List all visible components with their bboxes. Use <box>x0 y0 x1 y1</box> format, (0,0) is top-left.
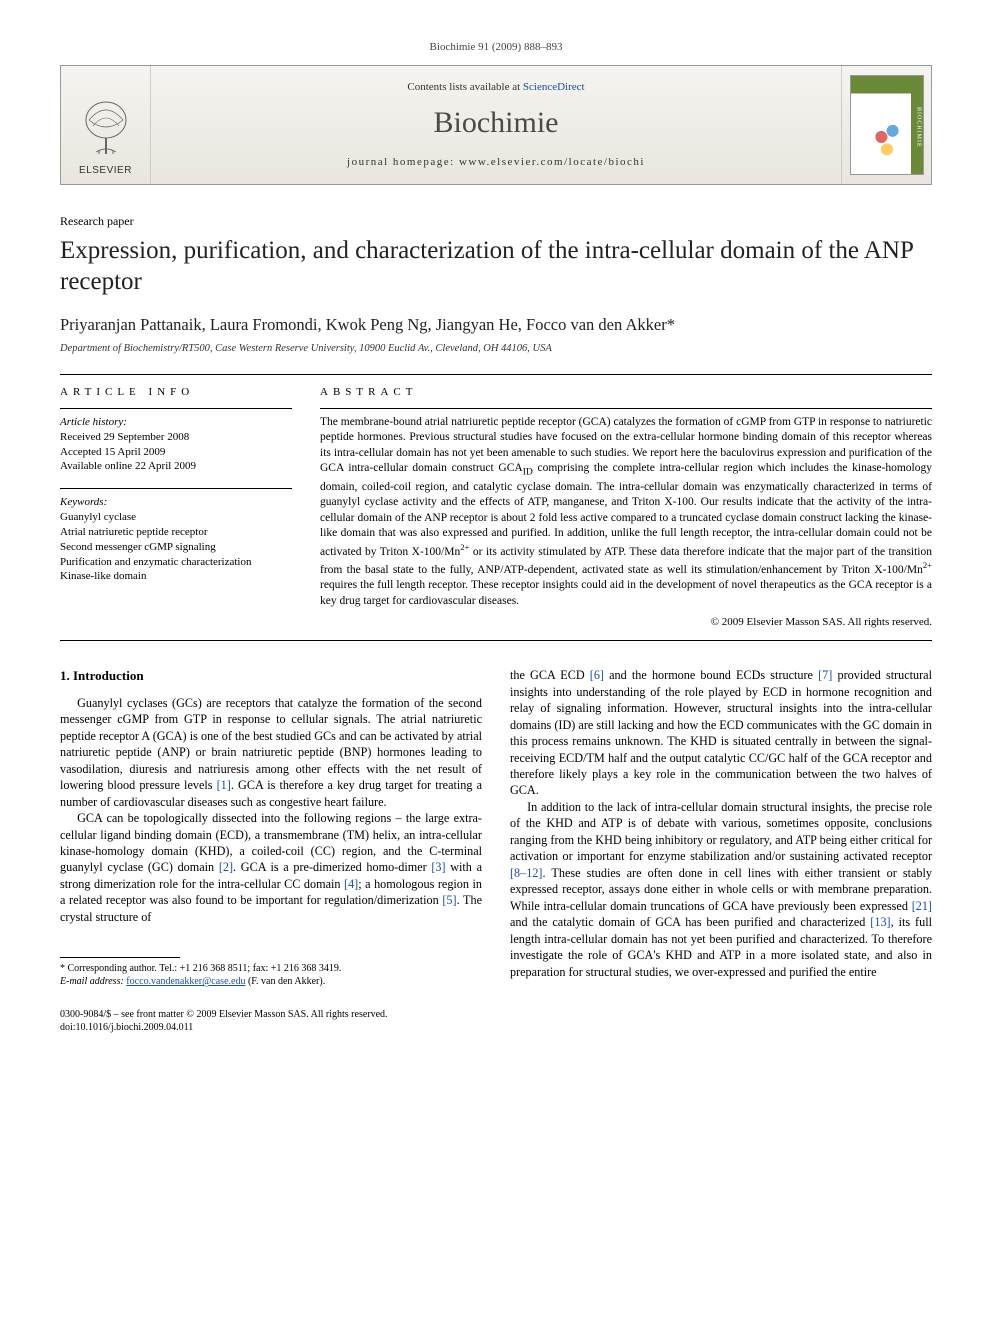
cover-thumb-block: BIOCHIMIE <box>841 66 931 184</box>
article-title: Expression, purification, and characteri… <box>60 235 932 298</box>
history-accepted: Accepted 15 April 2009 <box>60 445 292 460</box>
email-link[interactable]: focco.vandenakker@case.edu <box>126 976 245 987</box>
homepage-prefix: journal homepage: <box>347 156 459 168</box>
corr-tel-fax: * Corresponding author. Tel.: +1 216 368… <box>60 962 482 975</box>
keyword: Guanylyl cyclase <box>60 510 292 525</box>
divider <box>60 640 932 641</box>
footnote-separator <box>60 957 180 958</box>
keywords-label: Keywords: <box>60 495 292 510</box>
article-info-col: ARTICLE INFO Article history: Received 2… <box>60 385 292 630</box>
article-info-head: ARTICLE INFO <box>60 385 292 400</box>
contents-prefix: Contents lists available at <box>407 81 522 93</box>
body-paragraph: In addition to the lack of intra-cellula… <box>510 799 932 980</box>
banner-center: Contents lists available at ScienceDirec… <box>151 66 841 184</box>
keywords-block: Keywords: Guanylyl cyclase Atrial natriu… <box>60 495 292 584</box>
front-matter-line: 0300-9084/$ – see front matter © 2009 El… <box>60 1008 482 1021</box>
info-divider <box>60 488 292 489</box>
history-block: Article history: Received 29 September 2… <box>60 415 292 474</box>
journal-cover-icon: BIOCHIMIE <box>850 75 924 175</box>
abs-divider <box>320 408 932 409</box>
doi-block: 0300-9084/$ – see front matter © 2009 El… <box>60 1008 482 1034</box>
email-label: E-mail address: <box>60 976 124 987</box>
keyword: Kinase-like domain <box>60 569 292 584</box>
body-columns: 1. Introduction Guanylyl cyclases (GCs) … <box>60 667 932 1034</box>
publisher-logo-block: ELSEVIER <box>61 66 151 184</box>
authors: Priyaranjan Pattanaik, Laura Fromondi, K… <box>60 314 932 336</box>
history-label: Article history: <box>60 415 292 430</box>
journal-reference: Biochimie 91 (2009) 888–893 <box>60 40 932 55</box>
abstract-text: The membrane-bound atrial natriuretic pe… <box>320 415 932 610</box>
journal-name: Biochimie <box>434 103 559 144</box>
affiliation: Department of Biochemistry/RT500, Case W… <box>60 342 932 356</box>
corresponding-author: * Corresponding author. Tel.: +1 216 368… <box>60 962 482 988</box>
section-heading: 1. Introduction <box>60 667 482 685</box>
contents-line: Contents lists available at ScienceDirec… <box>407 80 584 95</box>
homepage-line: journal homepage: www.elsevier.com/locat… <box>347 155 645 170</box>
cover-spine-text: BIOCHIMIE <box>911 76 923 174</box>
body-paragraph: Guanylyl cyclases (GCs) are receptors th… <box>60 695 482 810</box>
homepage-url[interactable]: www.elsevier.com/locate/biochi <box>459 156 645 168</box>
doi-line: doi:10.1016/j.biochi.2009.04.011 <box>60 1021 482 1034</box>
divider <box>60 374 932 375</box>
body-paragraph: GCA can be topologically dissected into … <box>60 810 482 925</box>
keyword: Atrial natriuretic peptide receptor <box>60 525 292 540</box>
footnote-block: * Corresponding author. Tel.: +1 216 368… <box>60 957 482 1034</box>
corr-email-line: E-mail address: focco.vandenakker@case.e… <box>60 975 482 988</box>
elsevier-tree-icon <box>79 100 133 160</box>
keyword: Second messenger cGMP signaling <box>60 540 292 555</box>
sciencedirect-link[interactable]: ScienceDirect <box>523 81 585 93</box>
publisher-label: ELSEVIER <box>79 164 132 178</box>
keyword: Purification and enzymatic characterizat… <box>60 555 292 570</box>
info-divider <box>60 408 292 409</box>
abstract-col: ABSTRACT The membrane-bound atrial natri… <box>320 385 932 630</box>
page: Biochimie 91 (2009) 888–893 ELSEVIER Con… <box>0 0 992 1064</box>
abstract-head: ABSTRACT <box>320 385 932 400</box>
copyright: © 2009 Elsevier Masson SAS. All rights r… <box>320 615 932 630</box>
email-person: (F. van den Akker). <box>248 976 325 987</box>
body-paragraph: the GCA ECD [6] and the hormone bound EC… <box>510 667 932 799</box>
paper-type: Research paper <box>60 213 932 229</box>
journal-banner: ELSEVIER Contents lists available at Sci… <box>60 65 932 185</box>
history-online: Available online 22 April 2009 <box>60 459 292 474</box>
history-received: Received 29 September 2008 <box>60 430 292 445</box>
info-abstract-row: ARTICLE INFO Article history: Received 2… <box>60 385 932 630</box>
